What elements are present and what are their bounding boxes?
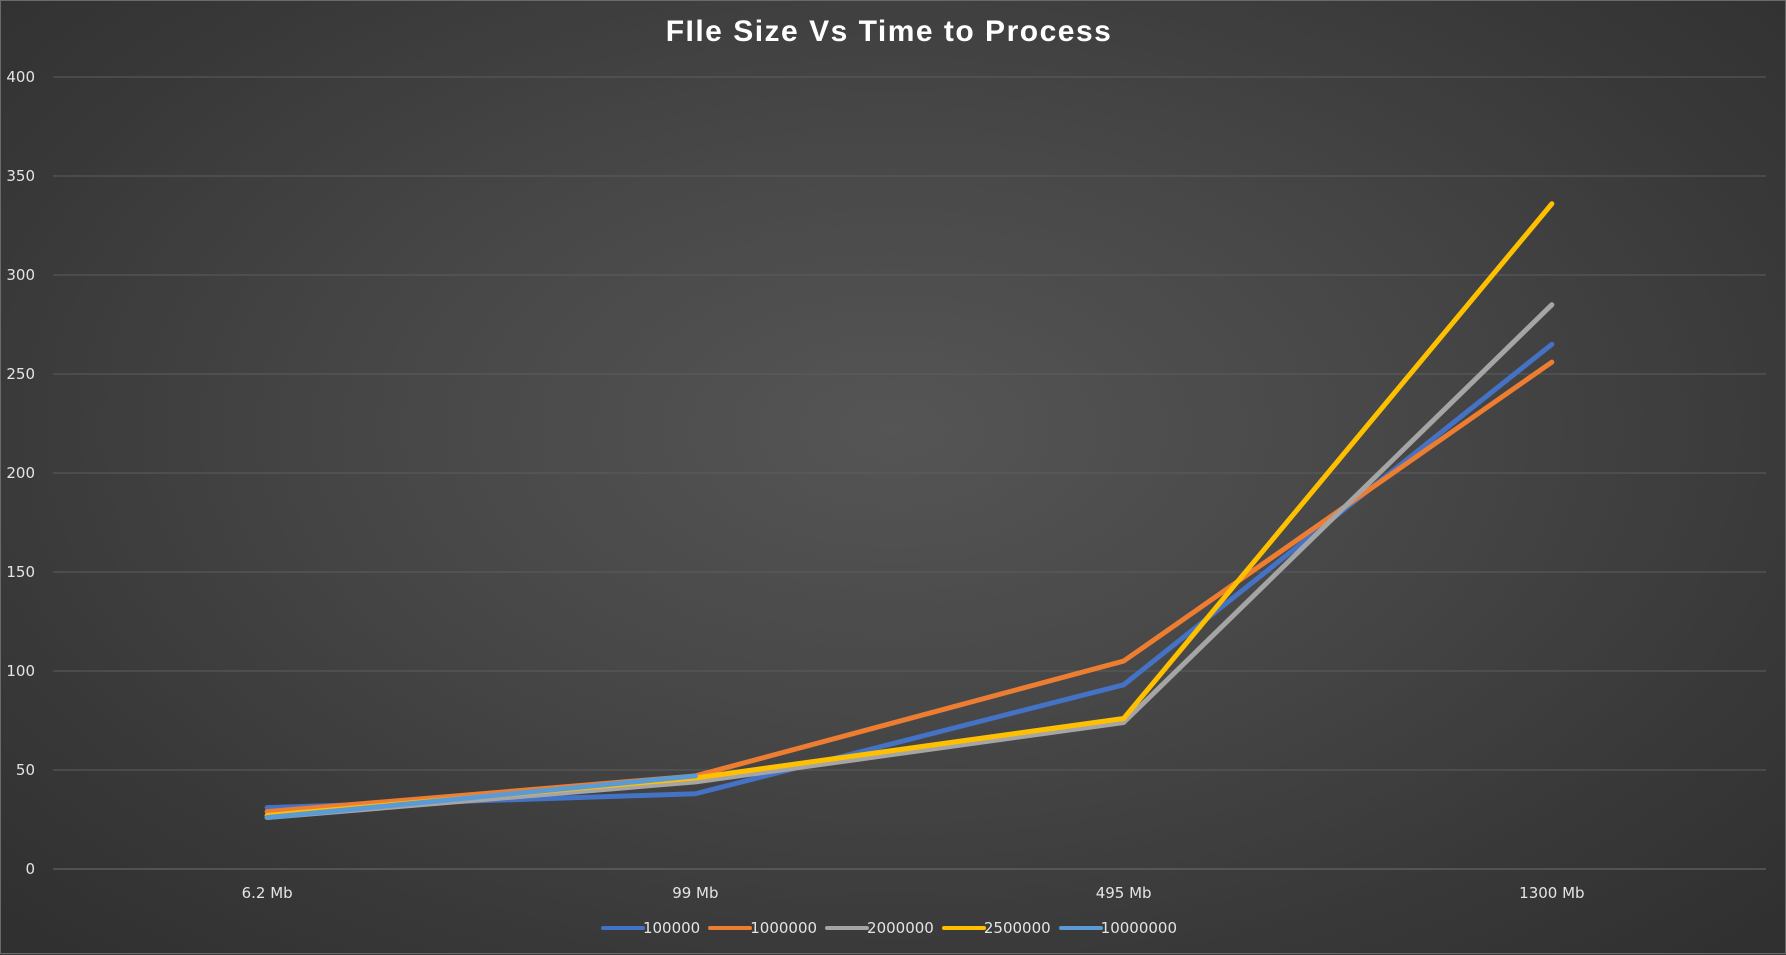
y-tick-label: 400	[6, 68, 35, 86]
legend-swatch	[600, 926, 645, 930]
y-tick-label: 150	[6, 563, 35, 581]
y-axis-ticks: 0 50 100 150 200 250 300 350 400	[6, 68, 35, 878]
legend-swatch	[941, 926, 986, 930]
legend-item-2500000: 2500000	[941, 919, 1051, 937]
y-tick-label: 200	[6, 464, 35, 482]
y-tick-label: 0	[25, 860, 35, 878]
legend-label: 100000	[642, 919, 701, 937]
series-line-2500000	[264, 201, 1555, 819]
legend-swatch	[825, 926, 870, 930]
legend-item-2000000: 2000000	[825, 919, 934, 937]
series-line-2000000	[264, 302, 1555, 821]
y-tick-label: 350	[6, 167, 35, 185]
legend: 100000 1000000 2000000 2500000 10000000	[1, 919, 1777, 937]
legend-item-1000000: 1000000	[708, 919, 817, 937]
x-tick-label: 495 Mb	[1096, 884, 1152, 902]
y-tick-label: 300	[6, 266, 35, 284]
series-lines	[264, 201, 1555, 821]
y-tick-label: 250	[6, 365, 35, 383]
x-tick-label: 6.2 Mb	[242, 884, 293, 902]
y-tick-label: 100	[6, 662, 35, 680]
legend-swatch	[1058, 926, 1103, 930]
series-line-1000000	[264, 359, 1555, 815]
y-tick-label: 50	[16, 761, 35, 779]
legend-label: 10000000	[1100, 919, 1178, 937]
legend-label: 2000000	[867, 919, 934, 937]
legend-label: 1000000	[750, 919, 818, 937]
series-line-100000	[264, 341, 1555, 811]
x-tick-label: 1300 Mb	[1519, 884, 1584, 902]
series-line-10000000	[264, 773, 698, 821]
gridlines	[53, 76, 1766, 870]
chart-title: FIle Size Vs Time to Process	[665, 15, 1113, 48]
x-axis-ticks: 6.2 Mb 99 Mb 495 Mb 1300 Mb	[242, 884, 1585, 902]
legend-item-10000000: 10000000	[1058, 919, 1178, 937]
legend-item-100000: 100000	[600, 919, 701, 937]
legend-swatch	[708, 926, 753, 930]
x-tick-label: 99 Mb	[672, 884, 718, 902]
legend-label: 2500000	[983, 919, 1051, 937]
